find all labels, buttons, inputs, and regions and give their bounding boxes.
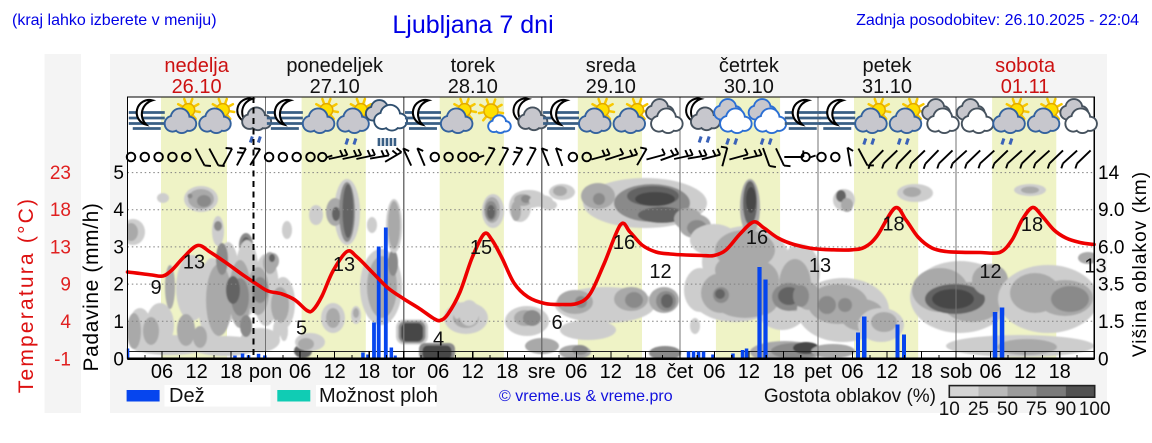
svg-text:12: 12 — [649, 261, 671, 283]
svg-text:1.5: 1.5 — [1098, 312, 1124, 333]
svg-text:01.11: 01.11 — [1001, 76, 1050, 98]
svg-text:čet: čet — [667, 361, 694, 383]
svg-text:50: 50 — [997, 399, 1018, 420]
svg-text:23: 23 — [50, 163, 71, 184]
svg-text:29.10: 29.10 — [586, 76, 636, 98]
svg-text:ponedeljek: ponedeljek — [286, 55, 384, 77]
svg-text:26.10: 26.10 — [172, 76, 222, 98]
svg-text:18: 18 — [496, 361, 518, 383]
svg-text:13: 13 — [183, 252, 205, 274]
svg-text:18: 18 — [882, 214, 904, 236]
svg-text:0: 0 — [113, 349, 124, 370]
svg-text:pet: pet — [804, 361, 832, 383]
svg-text:2: 2 — [113, 275, 124, 296]
svg-text:nedelja: nedelja — [164, 55, 229, 77]
svg-text:18: 18 — [220, 361, 242, 383]
svg-text:75: 75 — [1026, 399, 1047, 420]
svg-text:sre: sre — [528, 361, 556, 383]
svg-text:12: 12 — [1014, 361, 1036, 383]
svg-text:13: 13 — [50, 237, 71, 258]
svg-text:4: 4 — [113, 200, 124, 221]
svg-text:06: 06 — [427, 361, 449, 383]
svg-text:16: 16 — [613, 232, 635, 254]
svg-text:12: 12 — [185, 361, 207, 383]
svg-text:18: 18 — [50, 200, 71, 221]
svg-text:0: 0 — [1098, 349, 1109, 370]
svg-text:06: 06 — [703, 361, 725, 383]
svg-text:18: 18 — [358, 361, 380, 383]
svg-text:06: 06 — [979, 361, 1001, 383]
svg-text:12: 12 — [324, 361, 346, 383]
svg-text:28.10: 28.10 — [448, 76, 498, 98]
svg-text:Gostota oblakov (%): Gostota oblakov (%) — [764, 386, 936, 407]
svg-text:1: 1 — [113, 312, 124, 333]
svg-text:9: 9 — [150, 277, 161, 299]
svg-text:18: 18 — [772, 361, 794, 383]
svg-text:3.5: 3.5 — [1098, 275, 1124, 296]
svg-text:-1: -1 — [54, 349, 71, 370]
svg-text:06: 06 — [841, 361, 863, 383]
svg-text:5: 5 — [296, 318, 307, 340]
svg-text:5: 5 — [113, 163, 124, 184]
svg-text:Višina oblakov (km): Višina oblakov (km) — [1130, 171, 1151, 357]
svg-text:pon: pon — [249, 361, 282, 383]
svg-text:13: 13 — [809, 255, 831, 277]
svg-text:Zadnja posodobitev: 26.10.2025: Zadnja posodobitev: 26.10.2025 - 22:04 — [856, 12, 1139, 29]
svg-text:13: 13 — [1084, 256, 1106, 278]
svg-text:10: 10 — [939, 399, 960, 420]
svg-text:sreda: sreda — [586, 55, 637, 77]
svg-text:tor: tor — [392, 361, 416, 383]
svg-text:25: 25 — [968, 399, 989, 420]
svg-text:18: 18 — [1021, 214, 1043, 236]
svg-text:15: 15 — [470, 237, 492, 259]
svg-text:(kraj lahko izberete v meniju): (kraj lahko izberete v meniju) — [12, 12, 217, 29]
svg-text:18: 18 — [910, 361, 932, 383]
svg-text:torek: torek — [451, 55, 496, 77]
svg-text:Dež: Dež — [169, 385, 205, 407]
svg-text:27.10: 27.10 — [310, 76, 360, 98]
svg-text:sob: sob — [940, 361, 972, 383]
svg-text:4: 4 — [433, 329, 444, 351]
svg-text:30.10: 30.10 — [724, 76, 774, 98]
svg-text:90: 90 — [1055, 399, 1076, 420]
svg-text:16: 16 — [746, 227, 768, 249]
svg-text:12: 12 — [979, 261, 1001, 283]
svg-text:9.0: 9.0 — [1098, 200, 1124, 221]
svg-text:100: 100 — [1079, 399, 1111, 420]
svg-text:12: 12 — [876, 361, 898, 383]
svg-text:06: 06 — [565, 361, 587, 383]
svg-text:9: 9 — [60, 275, 71, 296]
svg-text:18: 18 — [634, 361, 656, 383]
svg-text:18: 18 — [1049, 361, 1071, 383]
svg-text:12: 12 — [462, 361, 484, 383]
svg-text:13: 13 — [333, 254, 355, 276]
svg-text:Ljubljana 7 dni: Ljubljana 7 dni — [392, 11, 553, 39]
svg-text:12: 12 — [600, 361, 622, 383]
svg-text:sobota: sobota — [995, 55, 1056, 77]
svg-text:6.0: 6.0 — [1098, 237, 1124, 258]
svg-text:14: 14 — [1098, 163, 1120, 184]
svg-text:Padavine (mm/h): Padavine (mm/h) — [80, 203, 103, 372]
svg-text:6: 6 — [551, 312, 562, 334]
svg-text:3: 3 — [113, 237, 124, 258]
svg-text:4: 4 — [60, 312, 71, 333]
svg-text:06: 06 — [289, 361, 311, 383]
svg-text:četrtek: četrtek — [719, 55, 780, 77]
svg-text:06: 06 — [151, 361, 173, 383]
svg-text:© vreme.us & vreme.pro: © vreme.us & vreme.pro — [499, 388, 673, 405]
svg-text:Možnost ploh: Možnost ploh — [319, 385, 438, 407]
svg-text:31.10: 31.10 — [862, 76, 912, 98]
svg-text:Temperatura (°C): Temperatura (°C) — [15, 197, 38, 393]
svg-text:12: 12 — [738, 361, 760, 383]
svg-text:petek: petek — [863, 55, 913, 77]
